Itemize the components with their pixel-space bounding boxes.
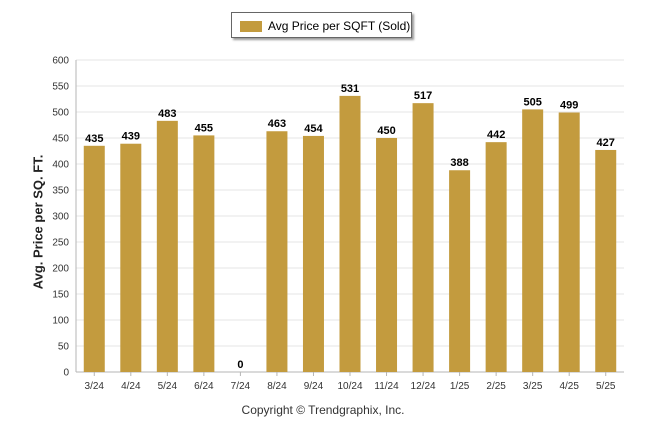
- x-tick-label: 8/24: [267, 381, 287, 392]
- x-tick-label: 4/25: [559, 381, 579, 392]
- data-label: 442: [487, 129, 505, 141]
- y-tick-label: 50: [58, 342, 70, 353]
- data-label: 435: [85, 133, 103, 145]
- data-label: 505: [523, 96, 541, 108]
- x-tick-label: 3/24: [85, 381, 105, 392]
- bar-12-24: [412, 103, 434, 372]
- bar-2-25: [485, 142, 507, 372]
- bar-9-24: [302, 135, 324, 372]
- x-tick-label: 1/25: [450, 381, 470, 392]
- y-axis-title: Avg. Price per SQ. FT.: [30, 154, 46, 290]
- legend: Avg Price per SQFT (Sold): [231, 12, 412, 38]
- y-tick-label: 350: [52, 186, 69, 197]
- bar-10-24: [339, 95, 361, 372]
- x-tick-label: 9/24: [304, 381, 324, 392]
- y-tick-label: 200: [52, 264, 69, 275]
- bar-4-25: [558, 112, 580, 373]
- bar-1-25: [449, 170, 471, 372]
- data-label: 439: [122, 131, 140, 143]
- bar-5-24: [156, 120, 178, 372]
- x-tick-label: 11/24: [374, 381, 399, 392]
- bar-11-24: [376, 138, 398, 372]
- data-label: 531: [341, 83, 359, 95]
- bar-4-24: [120, 143, 142, 372]
- x-tick-label: 5/24: [158, 381, 178, 392]
- legend-label: Avg Price per SQFT (Sold): [268, 19, 411, 33]
- x-tick-label: 7/24: [231, 381, 251, 392]
- data-label: 463: [268, 118, 286, 130]
- bar-8-24: [266, 131, 288, 372]
- bar-3-25: [522, 109, 544, 373]
- data-label: 0: [237, 359, 243, 371]
- legend-swatch: [240, 21, 262, 32]
- y-tick-label: 0: [63, 368, 69, 379]
- data-label: 483: [158, 108, 176, 120]
- x-tick-label: 12/24: [411, 381, 436, 392]
- data-label: 455: [195, 122, 213, 134]
- y-tick-label: 550: [52, 82, 69, 93]
- bar-6-24: [193, 135, 215, 372]
- y-tick-label: 250: [52, 238, 69, 249]
- data-label: 454: [304, 123, 323, 135]
- y-tick-label: 300: [52, 212, 69, 223]
- y-tick-label: 500: [52, 108, 69, 119]
- copyright-text: Copyright © Trendgraphix, Inc.: [241, 403, 405, 417]
- y-tick-label: 600: [52, 56, 69, 67]
- data-label: 388: [450, 157, 468, 169]
- bar-5-25: [595, 149, 617, 372]
- y-tick-label: 150: [52, 290, 69, 301]
- x-tick-label: 4/24: [121, 381, 141, 392]
- x-tick-label: 2/25: [486, 381, 506, 392]
- data-label: 499: [560, 100, 578, 112]
- x-tick-label: 3/25: [523, 381, 543, 392]
- x-tick-label: 6/24: [194, 381, 214, 392]
- x-tick-label: 10/24: [337, 381, 362, 392]
- y-tick-label: 400: [52, 160, 69, 171]
- x-tick-label: 5/25: [596, 381, 616, 392]
- data-label: 450: [377, 125, 395, 137]
- y-tick-label: 100: [52, 316, 69, 327]
- y-tick-label: 450: [52, 134, 69, 145]
- data-label: 517: [414, 90, 432, 102]
- bar-3-24: [83, 145, 105, 372]
- data-label: 427: [597, 137, 615, 149]
